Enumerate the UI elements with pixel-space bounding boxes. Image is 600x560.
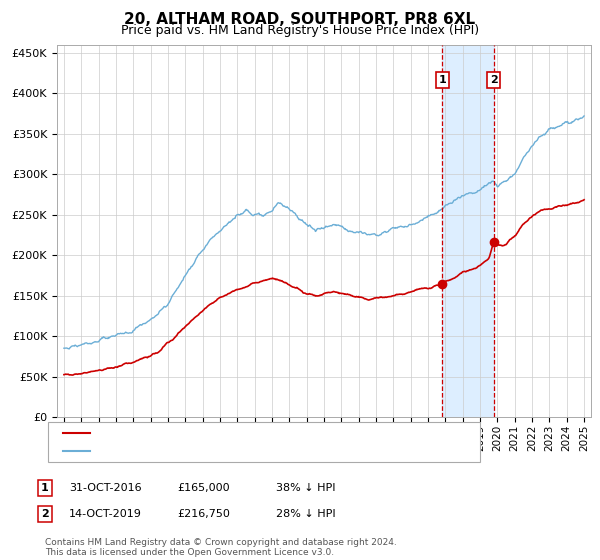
Text: 1: 1 [439,75,446,85]
Text: 20, ALTHAM ROAD, SOUTHPORT, PR8 6XL: 20, ALTHAM ROAD, SOUTHPORT, PR8 6XL [124,12,476,27]
Bar [442,45,494,417]
Text: 28% ↓ HPI: 28% ↓ HPI [276,509,335,519]
Text: 2: 2 [41,509,49,519]
Text: 31-OCT-2016: 31-OCT-2016 [69,483,142,493]
Text: 20, ALTHAM ROAD, SOUTHPORT, PR8 6XL (detached house): 20, ALTHAM ROAD, SOUTHPORT, PR8 6XL (det… [96,428,428,438]
Text: £165,000: £165,000 [177,483,230,493]
Text: HPI: Average price, detached house, Sefton: HPI: Average price, detached house, Seft… [96,446,338,456]
Text: Contains HM Land Registry data © Crown copyright and database right 2024.
This d: Contains HM Land Registry data © Crown c… [45,538,397,557]
Text: 14-OCT-2019: 14-OCT-2019 [69,509,142,519]
Text: £216,750: £216,750 [177,509,230,519]
Text: Price paid vs. HM Land Registry's House Price Index (HPI): Price paid vs. HM Land Registry's House … [121,24,479,36]
Text: 38% ↓ HPI: 38% ↓ HPI [276,483,335,493]
Text: 2: 2 [490,75,497,85]
Text: 1: 1 [41,483,49,493]
